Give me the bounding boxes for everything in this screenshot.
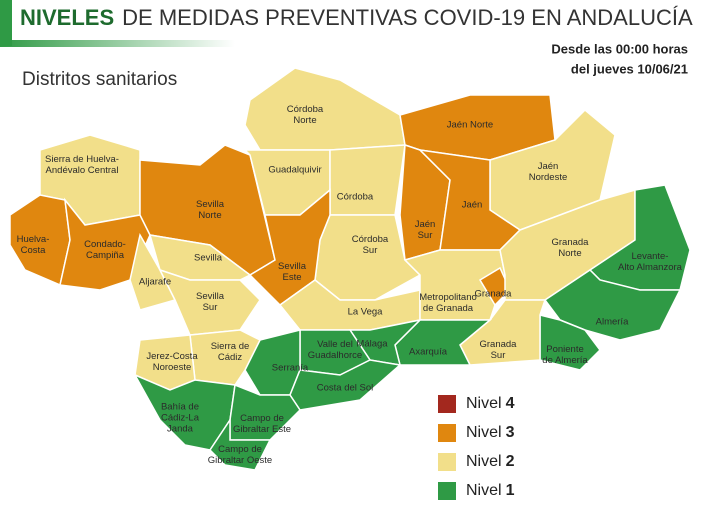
legend-text: Nivel <box>466 424 502 441</box>
legend-level: 4 <box>506 395 515 412</box>
district-label: Gibraltar Oeste <box>208 455 272 466</box>
district-label: Bahía de <box>161 402 199 413</box>
district-label: Janda <box>167 424 194 435</box>
district-label: Jaén <box>538 161 559 172</box>
district-label: Metropolitano <box>419 292 477 303</box>
title-rest: DE MEDIDAS PREVENTIVAS COVID-19 EN ANDAL… <box>122 5 693 30</box>
district-label: Condado- <box>84 239 126 250</box>
district-label: Campo de <box>218 444 262 455</box>
district-label: Córdoba <box>352 234 389 245</box>
district-label: Campo de <box>240 413 284 424</box>
district-label: Guadalquivir <box>268 165 321 176</box>
district-label: Sevilla <box>278 261 307 272</box>
district-label: Axarquía <box>409 347 448 358</box>
district-label: Sur <box>363 245 378 256</box>
district-label: Valle del <box>317 339 353 350</box>
legend-level: 1 <box>506 482 515 499</box>
district-label: Nordeste <box>529 172 568 183</box>
district-label: Norte <box>293 115 316 126</box>
district-label: Norte <box>558 248 581 259</box>
district-label: Granada <box>552 237 590 248</box>
district-label: Málaga <box>356 339 388 350</box>
district-label: de Almería <box>542 355 588 366</box>
district-label: Jaén <box>415 219 436 230</box>
header-underline <box>0 40 235 47</box>
legend-label: Nivel 1 <box>466 482 515 499</box>
district <box>329 144 406 216</box>
district-label: Almería <box>596 317 629 328</box>
legend-label: Nivel 4 <box>466 395 515 412</box>
district-label: Cádiz <box>218 352 243 363</box>
district-label: Gibraltar Este <box>233 424 291 435</box>
legend-swatch <box>438 453 456 471</box>
district-label: Sierra de <box>211 341 250 352</box>
district-label: Andévalo Central <box>46 165 119 176</box>
legend-text: Nivel <box>466 395 502 412</box>
district-label: Costa del Sol <box>317 383 374 394</box>
district-label: Levante- <box>632 251 669 262</box>
district-label: Sur <box>418 230 433 241</box>
legend-swatch <box>438 395 456 413</box>
district-label: La Vega <box>348 307 384 318</box>
district-label: Sur <box>491 350 506 361</box>
district <box>158 268 261 336</box>
district <box>244 67 406 151</box>
district <box>209 417 272 471</box>
district-label: Poniente <box>546 344 584 355</box>
legend-label: Nivel 2 <box>466 453 515 470</box>
district-label: Guadalhorce <box>308 350 362 361</box>
district-label: Sevilla <box>196 199 225 210</box>
district-label: Noroeste <box>153 362 192 373</box>
district-label: Campiña <box>86 250 125 261</box>
legend-level: 2 <box>506 453 515 470</box>
district-label: Sevilla <box>194 253 223 264</box>
district-label: Sevilla <box>196 291 225 302</box>
date: del jueves 10/06/21 <box>571 61 688 76</box>
legend-level: 3 <box>506 424 515 441</box>
district-label: Granada <box>480 339 518 350</box>
legend-label: Nivel 3 <box>466 424 515 441</box>
district-label: Huelva- <box>17 234 50 245</box>
district <box>129 232 177 311</box>
legend-swatch <box>438 424 456 442</box>
district-label: Sur <box>203 302 218 313</box>
district-label: Aljarafe <box>139 277 171 288</box>
district-label: Serranía <box>272 363 309 374</box>
district-label: Sierra de Huelva- <box>45 154 119 165</box>
district <box>289 359 402 411</box>
district-label: Córdoba <box>287 104 324 115</box>
district-label: Jaén Norte <box>447 120 493 131</box>
title-bold: NIVELES <box>20 5 114 30</box>
district-label: Jerez-Costa <box>146 351 198 362</box>
district-label: Este <box>282 272 301 283</box>
district-label: Jaén <box>462 200 483 211</box>
district <box>248 188 331 306</box>
district-label: Norte <box>198 210 221 221</box>
subtitle: Distritos sanitarios <box>22 69 177 90</box>
date: Desde las 00:00 horas <box>551 41 688 56</box>
district-label: Granada <box>475 289 513 300</box>
legend-text: Nivel <box>466 453 502 470</box>
district-label: Costa <box>21 245 47 256</box>
header-bar <box>0 0 12 46</box>
district-label: Córdoba <box>337 192 374 203</box>
legend-text: Nivel <box>466 482 502 499</box>
title: NIVELES DE MEDIDAS PREVENTIVAS COVID-19 E… <box>20 5 693 30</box>
district-label: Alto Almanzora <box>618 262 683 273</box>
district-label: Cádiz-La <box>161 413 200 424</box>
legend-swatch <box>438 482 456 500</box>
district-label: de Granada <box>423 303 474 314</box>
